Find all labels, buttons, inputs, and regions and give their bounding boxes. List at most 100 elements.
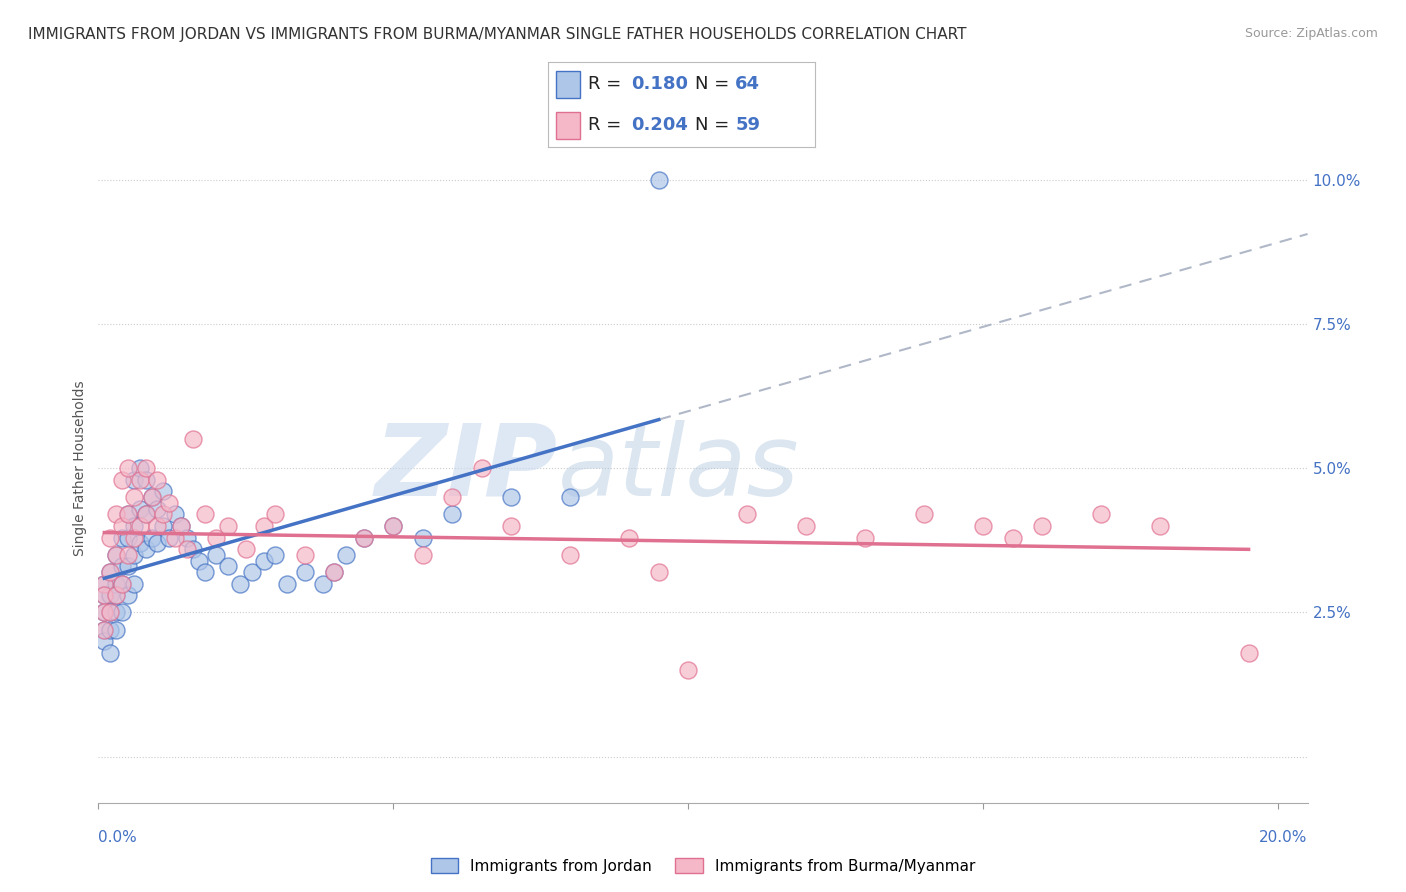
Point [794,519,817,533]
Point [181,433,204,447]
Point [323,565,346,579]
Point [117,559,139,574]
Point [128,501,150,516]
Point [1031,519,1053,533]
Point [194,565,217,579]
Point [146,473,169,487]
Point [205,548,228,562]
Point [229,576,252,591]
Point [105,508,128,522]
Text: 0.0%: 0.0% [98,830,138,845]
Point [98,588,121,602]
Point [678,663,700,677]
Point [105,548,128,562]
Point [170,519,193,533]
Point [294,548,316,562]
Point [111,576,134,591]
Point [93,606,115,620]
Text: ZIP: ZIP [375,420,558,516]
Point [276,576,298,591]
Text: N =: N = [696,116,735,134]
Point [912,508,935,522]
Point [105,588,128,602]
Point [264,548,287,562]
Point [122,548,145,562]
Point [560,490,582,504]
Text: R =: R = [589,76,627,94]
Point [122,576,145,591]
Point [412,548,434,562]
Point [135,473,157,487]
Text: IMMIGRANTS FROM JORDAN VS IMMIGRANTS FROM BURMA/MYANMAR SINGLE FATHER HOUSEHOLDS: IMMIGRANTS FROM JORDAN VS IMMIGRANTS FRO… [28,27,966,42]
Point [98,623,121,637]
Text: 64: 64 [735,76,761,94]
Point [353,531,375,545]
Point [98,531,121,545]
Point [128,519,150,533]
Point [1149,519,1171,533]
Point [146,501,169,516]
Point [972,519,994,533]
Point [853,531,876,545]
Point [619,531,641,545]
Point [441,508,464,522]
Point [165,508,187,522]
Point [181,542,204,557]
Point [135,508,157,522]
Point [217,559,239,574]
Y-axis label: Single Father Households: Single Father Households [73,381,87,556]
Point [93,588,115,602]
Point [111,531,134,545]
Point [165,531,187,545]
Point [105,588,128,602]
Point [93,634,115,648]
Point [105,606,128,620]
Point [98,565,121,579]
Point [240,565,263,579]
Point [122,519,145,533]
Point [382,519,405,533]
Point [117,588,139,602]
Point [205,531,228,545]
Point [146,536,169,550]
Point [98,565,121,579]
Point [93,576,115,591]
Point [122,490,145,504]
Point [735,508,758,522]
Point [264,508,287,522]
Point [170,519,193,533]
Point [93,588,115,602]
Point [294,565,316,579]
Point [252,519,274,533]
Text: N =: N = [696,76,735,94]
Point [217,519,239,533]
Point [135,461,157,475]
Point [117,508,139,522]
Point [122,531,145,545]
Point [128,536,150,550]
Point [252,553,274,567]
Point [117,508,139,522]
Point [98,606,121,620]
FancyBboxPatch shape [557,71,581,98]
Point [105,623,128,637]
Point [93,606,115,620]
Point [176,531,198,545]
Point [323,565,346,579]
Point [117,461,139,475]
Text: R =: R = [589,116,627,134]
Point [98,606,121,620]
Point [335,548,357,562]
Text: 20.0%: 20.0% [1260,830,1308,845]
Point [135,508,157,522]
Point [135,542,157,557]
Point [93,623,115,637]
Point [648,173,671,187]
Point [111,559,134,574]
FancyBboxPatch shape [557,112,581,139]
Point [501,519,523,533]
Text: 59: 59 [735,116,761,134]
Point [648,565,671,579]
Point [141,490,163,504]
Point [382,519,405,533]
